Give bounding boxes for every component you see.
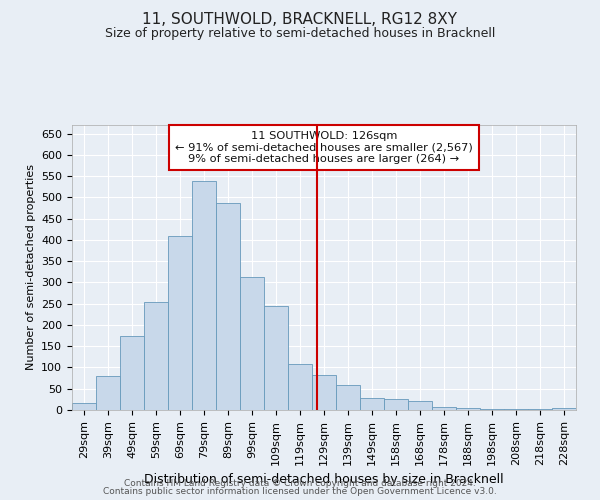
Bar	[360, 398, 384, 410]
Text: Contains public sector information licensed under the Open Government Licence v3: Contains public sector information licen…	[103, 487, 497, 496]
Bar	[288, 364, 312, 410]
Bar	[408, 402, 432, 410]
Bar	[240, 277, 264, 410]
Text: 11, SOUTHWOLD, BRACKNELL, RG12 8XY: 11, SOUTHWOLD, BRACKNELL, RG12 8XY	[143, 12, 458, 28]
Bar	[168, 236, 192, 410]
Bar	[312, 374, 336, 410]
Bar	[456, 408, 480, 410]
Bar	[552, 408, 576, 410]
Text: Contains HM Land Registry data © Crown copyright and database right 2024.: Contains HM Land Registry data © Crown c…	[124, 478, 476, 488]
Bar	[384, 398, 408, 410]
Text: Size of property relative to semi-detached houses in Bracknell: Size of property relative to semi-detach…	[105, 28, 495, 40]
Bar	[528, 409, 552, 410]
Bar	[144, 302, 168, 410]
Bar	[504, 408, 528, 410]
Bar	[216, 203, 240, 410]
Y-axis label: Number of semi-detached properties: Number of semi-detached properties	[26, 164, 35, 370]
Text: 11 SOUTHWOLD: 126sqm
← 91% of semi-detached houses are smaller (2,567)
9% of sem: 11 SOUTHWOLD: 126sqm ← 91% of semi-detac…	[175, 130, 473, 164]
Bar	[432, 406, 456, 410]
Bar	[96, 376, 120, 410]
Bar	[336, 386, 360, 410]
X-axis label: Distribution of semi-detached houses by size in Bracknell: Distribution of semi-detached houses by …	[144, 473, 504, 486]
Bar	[120, 336, 144, 410]
Bar	[264, 306, 288, 410]
Bar	[192, 181, 216, 410]
Bar	[480, 408, 504, 410]
Bar	[72, 403, 96, 410]
